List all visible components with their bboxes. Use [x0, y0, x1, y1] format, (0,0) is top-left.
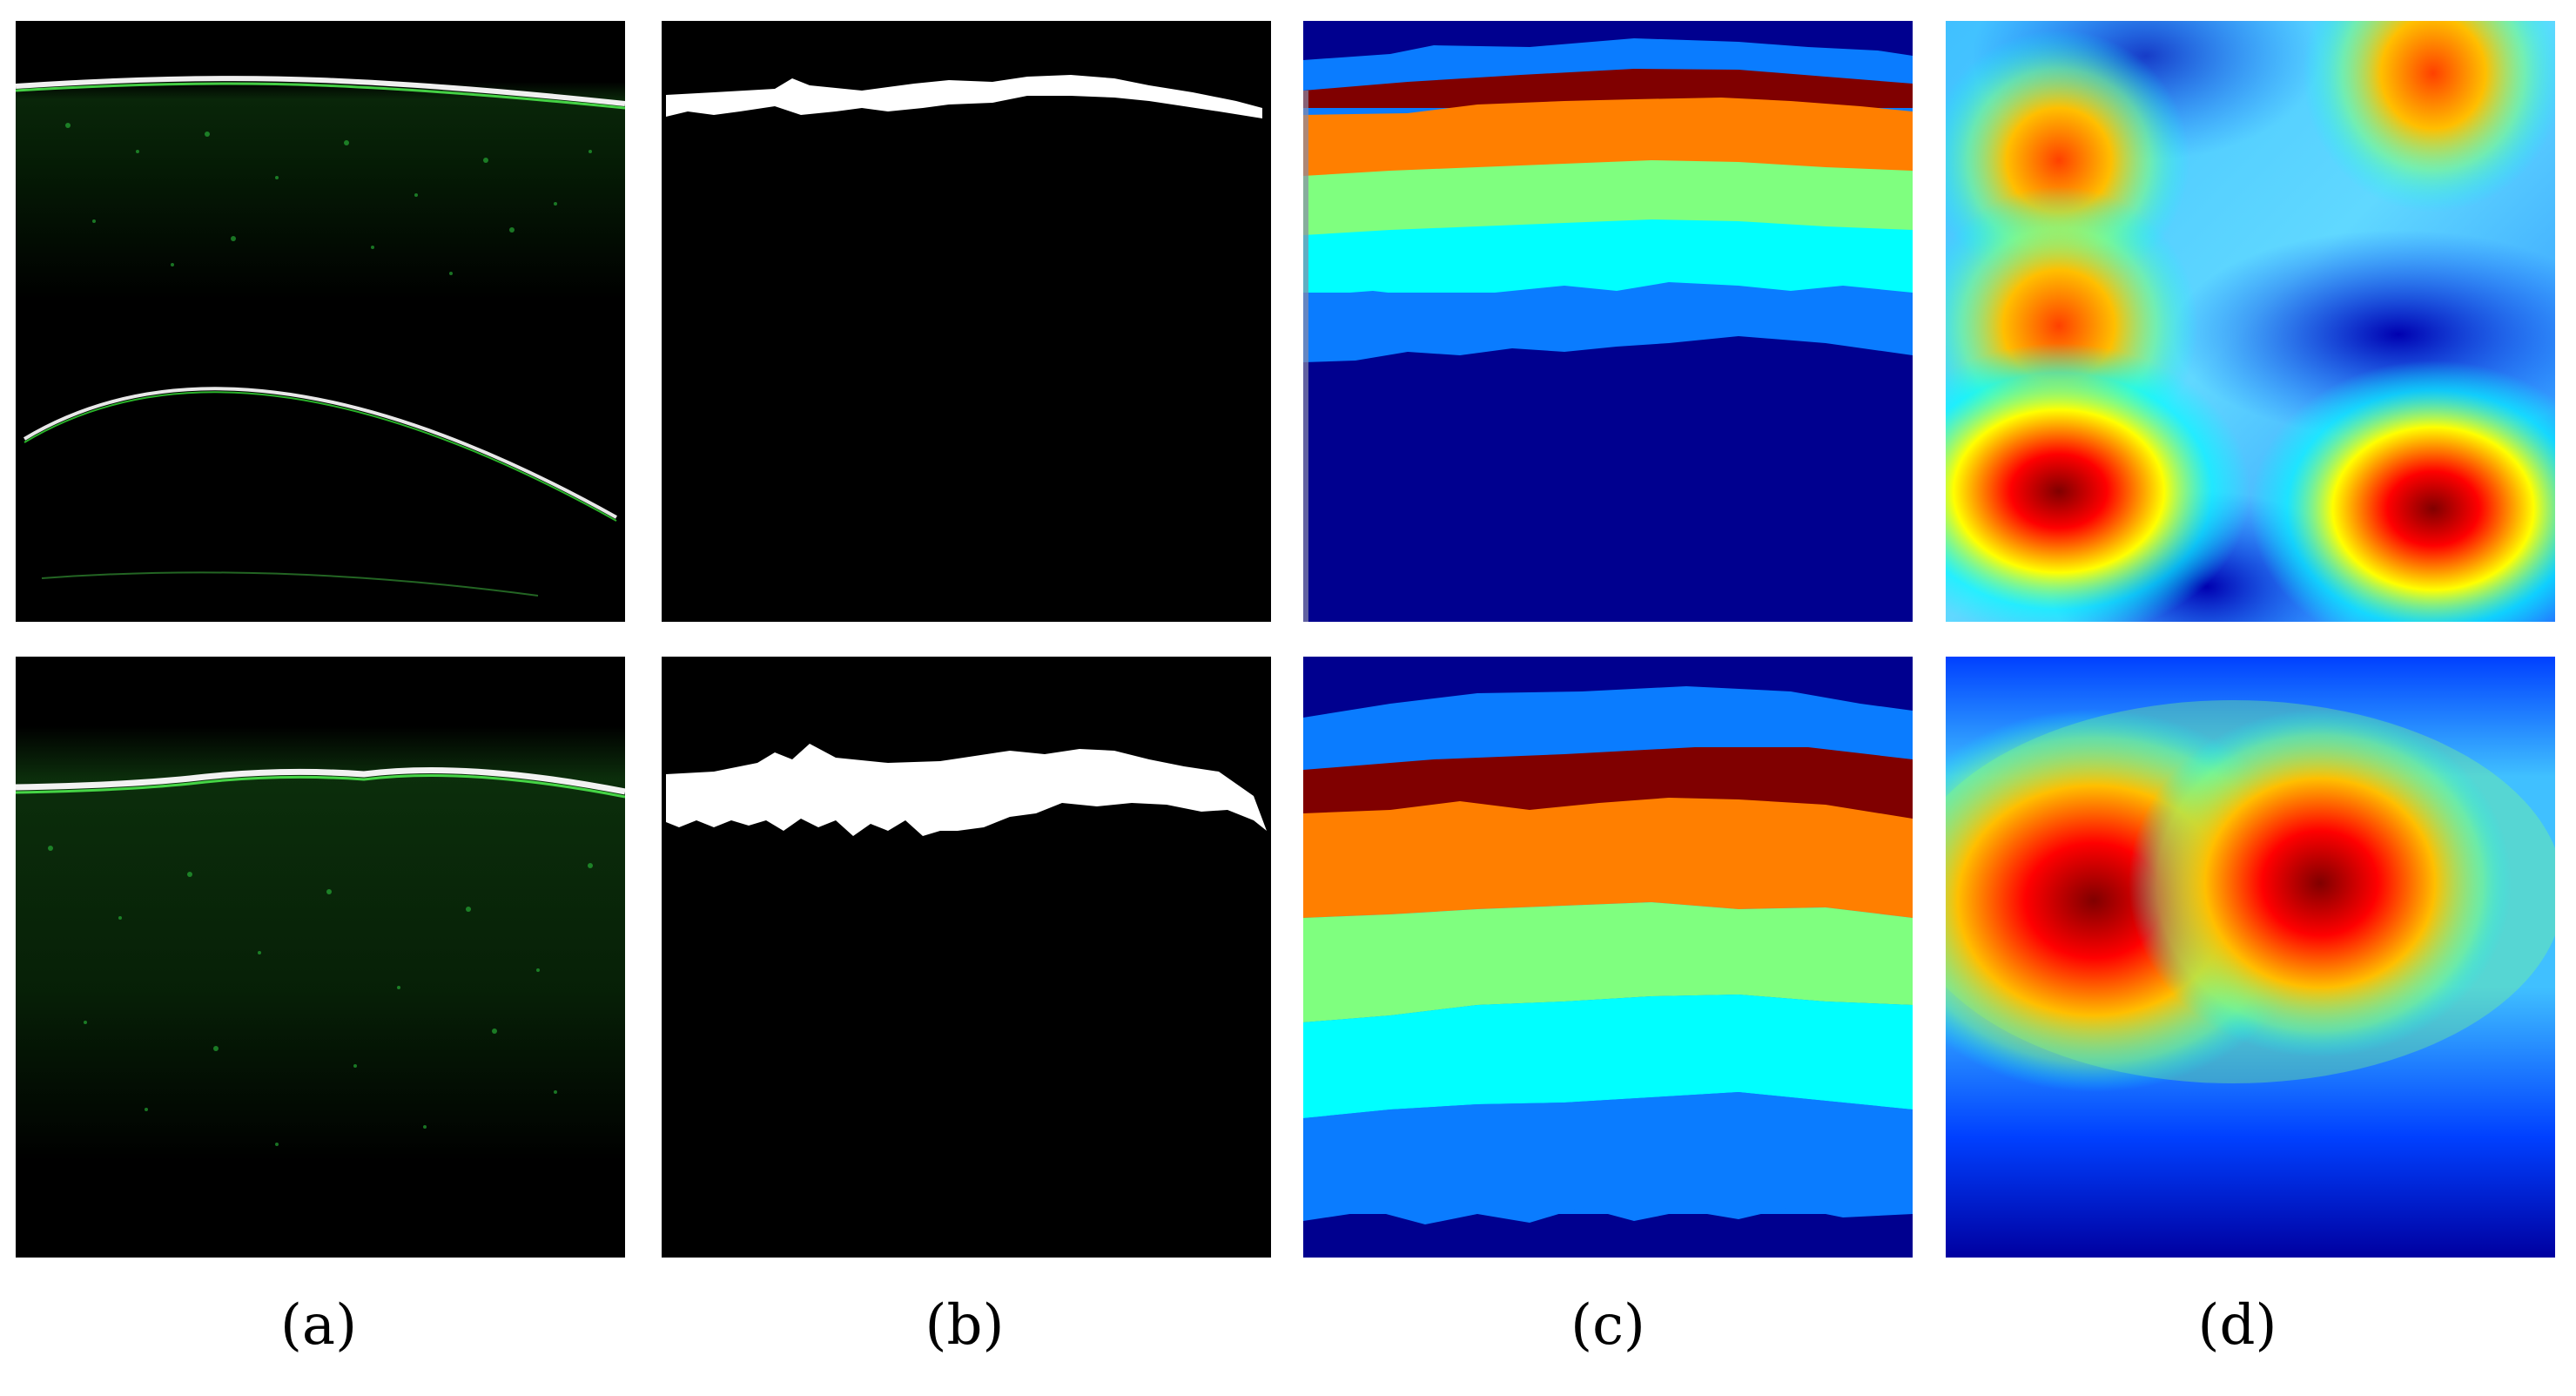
mask-image-bottom: [662, 657, 1271, 1258]
oct-image-top: [16, 21, 625, 622]
heatmap-top: [1946, 21, 2555, 622]
segmentation-map-bottom: [1303, 657, 1913, 1258]
speckle-bottom: [48, 846, 593, 1146]
oct-image-bottom: [16, 657, 625, 1258]
mask-image-top: [662, 21, 1271, 622]
heatmap-bottom: [1946, 657, 2555, 1258]
caption-d: (d): [2197, 1293, 2277, 1358]
caption-c: (c): [1570, 1293, 1645, 1358]
caption-b: (b): [925, 1293, 1005, 1358]
caption-a: (a): [279, 1293, 358, 1358]
speckle-top: [65, 123, 592, 275]
segmentation-map-top: [1303, 21, 1913, 622]
